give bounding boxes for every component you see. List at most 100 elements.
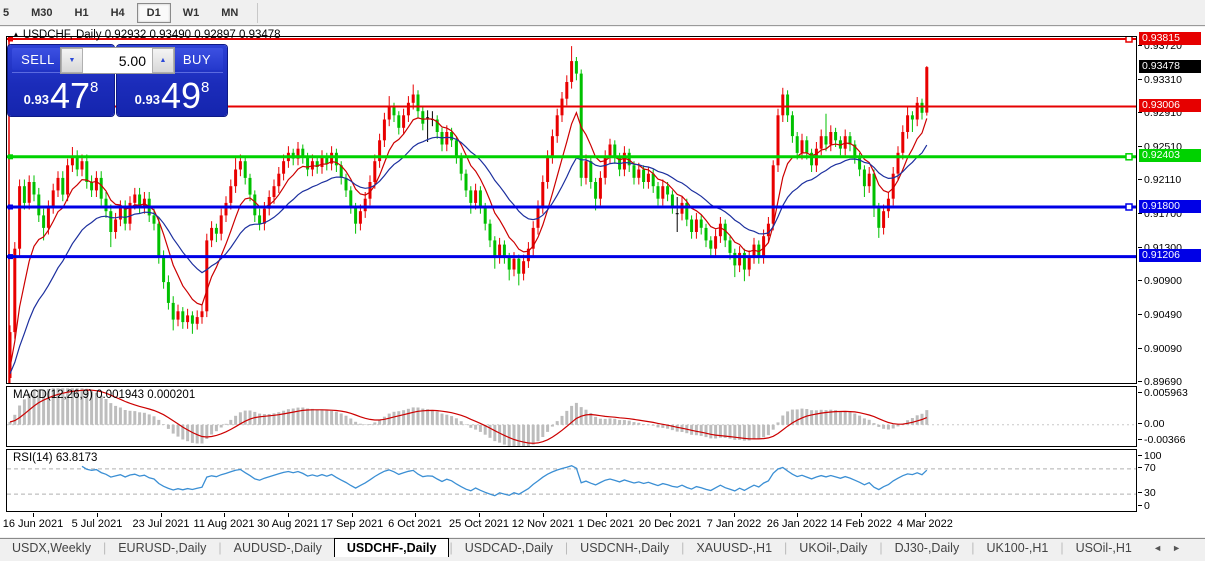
lot-decrease-button[interactable]: ▼ [61, 48, 83, 73]
line-handle-left[interactable] [8, 204, 13, 210]
sell-price-sup: 8 [90, 79, 99, 96]
lot-increase-button[interactable]: ▲ [152, 48, 174, 73]
rsi-label: RSI(14) 63.8173 [13, 452, 98, 464]
time-axis-tick [224, 513, 225, 517]
chart-tab-uk100-h1[interactable]: UK100-,H1 [986, 541, 1049, 555]
price-scale-tick: 0.90090 [1138, 343, 1182, 355]
chart-tab-eurusd-daily[interactable]: EURUSD-,Daily [118, 541, 207, 555]
time-axis-label: 14 Feb 2022 [830, 518, 892, 530]
time-axis-label: 6 Oct 2021 [388, 518, 442, 530]
line-handle-left[interactable] [8, 154, 13, 160]
rsi-scale-label: 100 [1138, 450, 1162, 462]
rsi-scale-label: 0 [1138, 500, 1150, 512]
time-axis-label: 30 Aug 2021 [257, 518, 319, 530]
sell-price-prefix: 0.93 [23, 92, 49, 107]
tab-separator: | [218, 541, 222, 555]
timeframe-button-d1[interactable]: D1 [136, 2, 171, 23]
time-axis-label: 20 Dec 2021 [638, 518, 702, 530]
sell-price[interactable]: 0.93478 [8, 78, 114, 114]
lot-size-spinner: ▼ ▲ [60, 47, 175, 74]
timeframe-button-h4[interactable]: H4 [110, 6, 125, 19]
horizontal-lines-layer[interactable] [7, 36, 1137, 260]
line-handle-right[interactable] [1125, 153, 1133, 161]
buy-price-sup: 8 [201, 79, 210, 96]
chart-tab-ukoil-daily[interactable]: UKOil-,Daily [799, 541, 868, 555]
buy-button[interactable]: BUY [171, 48, 223, 70]
buy-price[interactable]: 0.93498 [117, 78, 227, 114]
rsi-scale-label: 30 [1138, 487, 1156, 499]
tab-scroll-right-icon[interactable]: ► [1172, 543, 1191, 553]
chart-title-text: USDCHF, Daily 0.92932 0.93490 0.92897 0.… [22, 29, 281, 41]
line-handle-left[interactable] [8, 37, 13, 42]
rsi-indicator-panel[interactable] [6, 449, 1137, 512]
macd-scale-label: -0.00366 [1138, 434, 1185, 446]
time-axis-tick [734, 513, 735, 517]
macd-label: MACD(12,26,9) 0.001943 0.000201 [13, 389, 196, 401]
price-tag-0.93478: 0.93478 [1139, 60, 1201, 73]
line-handle-right[interactable] [1125, 203, 1133, 211]
price-tag-0.93006: 0.93006 [1139, 99, 1201, 112]
price-scale-tick: 0.89690 [1138, 376, 1182, 388]
time-axis-label: 17 Sep 2021 [320, 518, 384, 530]
time-axis-label: 16 Jun 2021 [2, 518, 64, 530]
time-axis-tick [33, 513, 34, 517]
chart-tab-xauusd-h1[interactable]: XAUUSD-,H1 [696, 541, 773, 555]
one-click-trading-panel: SELL 0.93478 BUY 0.93498 ▼ ▲ [8, 45, 227, 116]
buy-price-prefix: 0.93 [134, 92, 160, 107]
rsi-line [81, 464, 928, 497]
symbol-marker-icon: ▲ [12, 30, 20, 39]
time-axis-tick [352, 513, 353, 517]
price-scale-tick: 0.90900 [1138, 275, 1182, 287]
sell-button[interactable]: SELL [12, 48, 64, 70]
timeframe-button-m30[interactable]: M30 [31, 6, 53, 19]
triangle-up-icon: ▲ [159, 57, 167, 64]
macd-indicator-panel[interactable] [6, 386, 1137, 447]
macd-scale-label: 0.00 [1138, 418, 1164, 430]
time-axis-label: 11 Aug 2021 [193, 518, 255, 530]
chart-tab-audusd-daily[interactable]: AUDUSD-,Daily [233, 541, 322, 555]
timeframe-button-mn[interactable]: MN [221, 6, 239, 19]
price-tag-0.93815: 0.93815 [1139, 32, 1201, 45]
chart-tab-usdchf-daily[interactable]: USDCHF-,Daily [333, 538, 450, 557]
chart-tab-usdx-weekly[interactable]: USDX,Weekly [12, 541, 91, 555]
timeframe-toolbar: 5 M30 H1 H4 D1 W1 MN [0, 0, 1205, 26]
macd-scale-label: 0.005963 [1138, 387, 1188, 399]
timeframe-button-w1[interactable]: W1 [182, 6, 200, 19]
line-handle-left[interactable] [8, 254, 13, 260]
time-axis-label: 7 Jan 2022 [706, 518, 762, 530]
time-axis-label: 5 Jul 2021 [71, 518, 123, 530]
chart-area: ▲ USDCHF, Daily 0.92932 0.93490 0.92897 0… [0, 27, 1205, 537]
time-axis-tick [161, 513, 162, 517]
time-axis-label: 26 Jan 2022 [766, 518, 828, 530]
buy-panel: BUY 0.93498 [117, 45, 227, 116]
price-tag-0.92403: 0.92403 [1139, 149, 1201, 162]
timeframe-button-5[interactable]: 5 [3, 6, 10, 19]
buy-price-big: 49 [160, 75, 201, 116]
toolbar-separator [257, 2, 259, 23]
chart-tab-usoil-h1[interactable]: USOil-,H1 [1075, 541, 1132, 555]
chart-tab-dj30-daily[interactable]: DJ30-,Daily [894, 541, 960, 555]
tab-separator: | [102, 541, 107, 555]
time-axis-tick [797, 513, 798, 517]
chart-tab-usdcnh-daily[interactable]: USDCNH-,Daily [580, 541, 670, 555]
price-scale-tick: 0.93310 [1138, 74, 1182, 86]
macd-signal-line [9, 389, 928, 444]
time-axis-tick [97, 513, 98, 517]
time-axis-tick [288, 513, 289, 517]
lot-size-input[interactable] [83, 48, 152, 73]
tab-scroll-left-icon[interactable]: ◄ [1153, 543, 1173, 553]
line-handle-right[interactable] [1125, 36, 1133, 43]
macd-histogram [8, 388, 929, 446]
triangle-down-icon: ▼ [68, 57, 76, 64]
tab-separator: | [564, 541, 569, 555]
time-axis-tick [670, 513, 671, 517]
time-axis-tick [606, 513, 607, 517]
chart-tab-bar: USDX,Weekly | EURUSD-,Daily | AUDUSD-,Daily U… [0, 538, 1205, 557]
tab-separator: | [681, 541, 685, 555]
time-axis-tick [543, 513, 544, 517]
time-axis: 16 Jun 2021 5 Jul 2021 23 Jul 2021 11 Aug 2… [0, 513, 1205, 537]
tab-separator: | [449, 541, 453, 555]
timeframe-button-h1[interactable]: H1 [74, 6, 89, 19]
chart-tab-usdcad-daily[interactable]: USDCAD-,Daily [464, 541, 553, 555]
time-axis-tick [925, 513, 926, 517]
